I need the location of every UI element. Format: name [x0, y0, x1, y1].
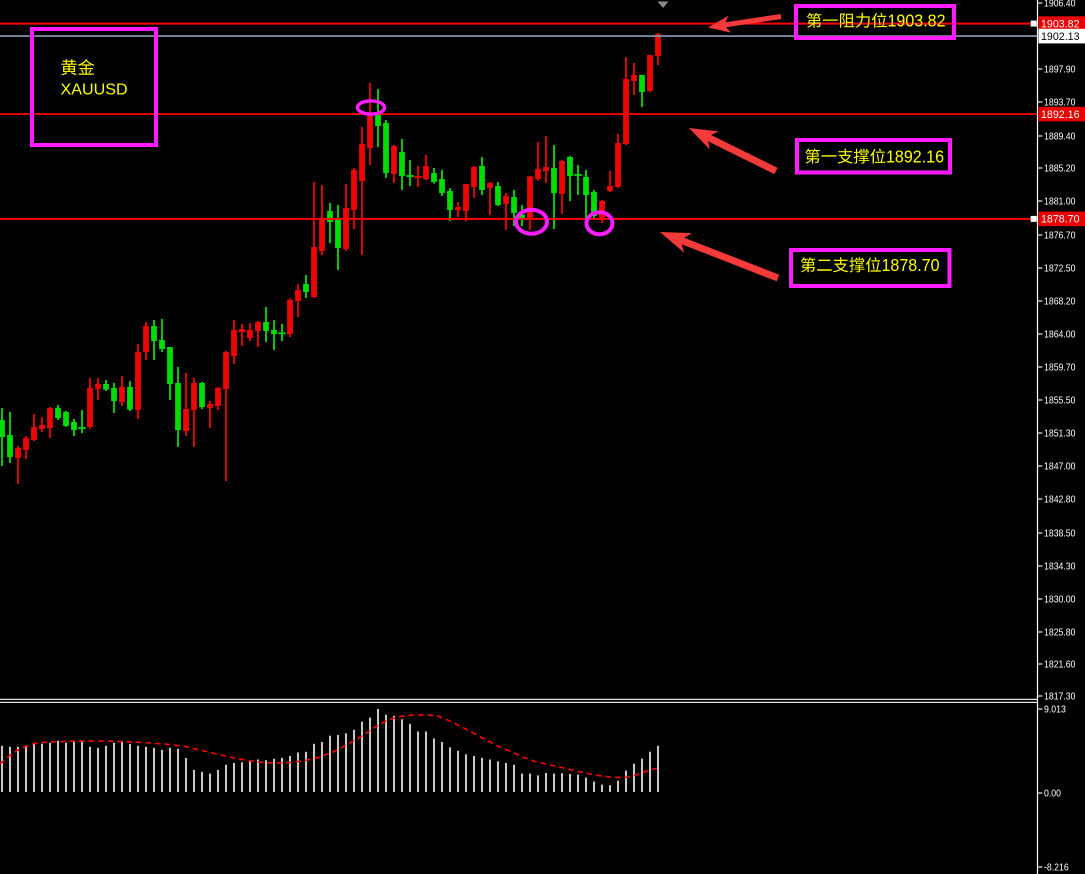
svg-text:1889.40: 1889.40: [1044, 132, 1076, 143]
svg-text:1903.82: 1903.82: [888, 11, 946, 31]
svg-text:1878.70: 1878.70: [1041, 214, 1080, 226]
svg-text:1893.70: 1893.70: [1044, 98, 1076, 109]
svg-text:1847.00: 1847.00: [1044, 462, 1076, 473]
svg-text:1902.13: 1902.13: [1041, 31, 1080, 43]
svg-text:1897.90: 1897.90: [1044, 65, 1076, 76]
svg-text:1817.30: 1817.30: [1044, 692, 1076, 703]
svg-text:9.013: 9.013: [1044, 705, 1066, 716]
svg-text:1855.50: 1855.50: [1044, 396, 1076, 407]
svg-text:1864.00: 1864.00: [1044, 330, 1076, 341]
svg-text:1868.20: 1868.20: [1044, 297, 1076, 308]
svg-text:1872.50: 1872.50: [1044, 264, 1076, 275]
svg-text:1821.60: 1821.60: [1044, 660, 1076, 671]
svg-text:1878.70: 1878.70: [882, 255, 940, 275]
svg-text:-8.216: -8.216: [1044, 863, 1069, 874]
svg-text:1885.20: 1885.20: [1044, 164, 1076, 175]
svg-text:1842.80: 1842.80: [1044, 495, 1076, 506]
svg-text:1838.50: 1838.50: [1044, 529, 1076, 540]
svg-text:1903.82: 1903.82: [1041, 18, 1080, 30]
svg-text:1834.30: 1834.30: [1044, 562, 1076, 573]
svg-text:XAUUSD: XAUUSD: [61, 81, 128, 99]
svg-text:0.00: 0.00: [1044, 789, 1061, 800]
svg-text:1851.30: 1851.30: [1044, 429, 1076, 440]
svg-text:1825.80: 1825.80: [1044, 628, 1076, 639]
svg-text:1876.70: 1876.70: [1044, 231, 1076, 242]
svg-text:1881.00: 1881.00: [1044, 197, 1076, 208]
svg-text:1859.70: 1859.70: [1044, 363, 1076, 374]
svg-text:1906.40: 1906.40: [1044, 0, 1076, 10]
svg-text:1892.16: 1892.16: [886, 146, 944, 166]
svg-text:1892.16: 1892.16: [1041, 109, 1080, 121]
svg-text:1830.00: 1830.00: [1044, 595, 1076, 606]
